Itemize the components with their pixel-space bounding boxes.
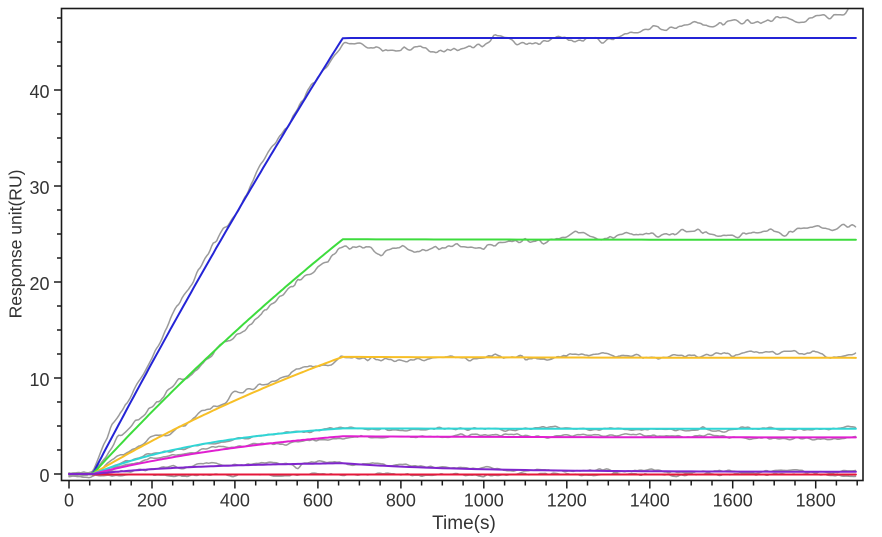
svg-text:1000: 1000 [464,491,504,511]
svg-text:Time(s): Time(s) [432,513,496,534]
svg-text:30: 30 [29,178,49,198]
svg-text:40: 40 [29,82,49,102]
svg-text:800: 800 [386,491,416,511]
svg-text:1200: 1200 [547,491,587,511]
svg-text:10: 10 [29,370,49,390]
svg-text:20: 20 [29,274,49,294]
svg-text:0: 0 [39,466,49,486]
svg-text:1600: 1600 [713,491,753,511]
svg-text:200: 200 [137,491,167,511]
svg-text:1800: 1800 [796,491,836,511]
svg-text:600: 600 [303,491,333,511]
svg-text:0: 0 [64,491,74,511]
svg-text:Response unit(RU): Response unit(RU) [6,170,26,319]
svg-text:400: 400 [220,491,250,511]
svg-text:1400: 1400 [630,491,670,511]
